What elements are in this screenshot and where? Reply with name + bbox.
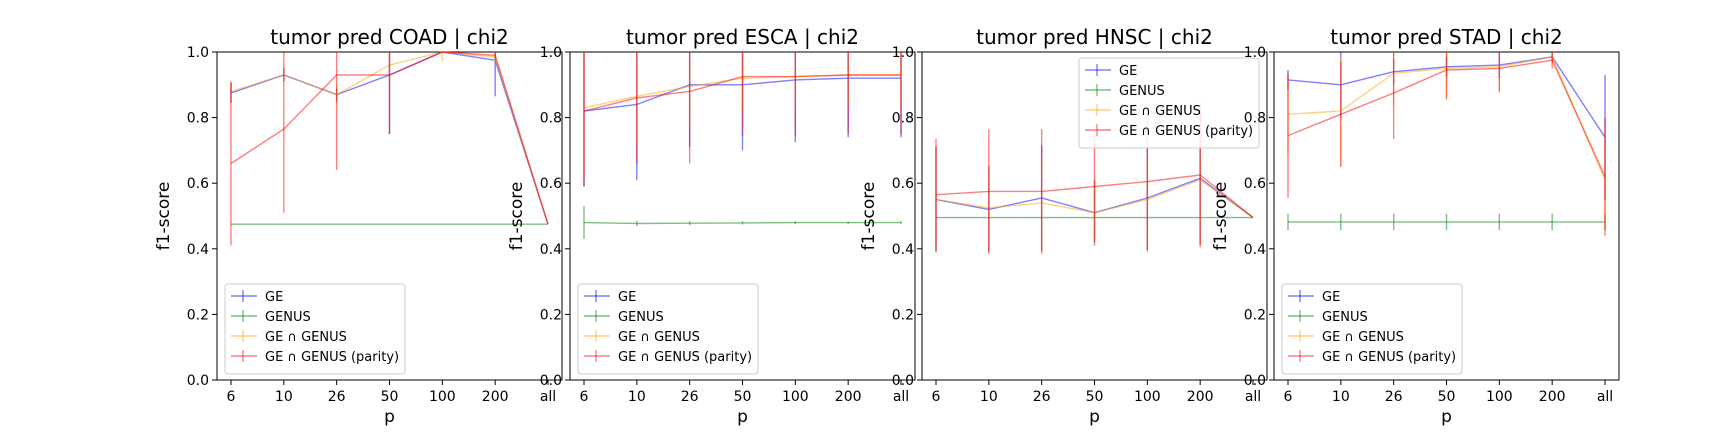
y-tick-label: 0.8 (540, 111, 562, 127)
legend-entry: GE ∩ GENUS (parity) (265, 350, 399, 365)
legend-entry: GENUS (265, 310, 311, 325)
x-tick-label: 50 (1438, 389, 1456, 405)
x-tick-label: all (893, 389, 909, 405)
y-tick-label: 0.2 (1244, 307, 1266, 323)
x-tick-label: 6 (227, 389, 236, 405)
x-tick-label: all (540, 389, 556, 405)
x-axis-label: p (1089, 407, 1100, 427)
y-tick-label: 0.0 (1244, 373, 1266, 389)
y-tick-label: 1.0 (1244, 45, 1266, 61)
series-3 (935, 102, 1254, 254)
x-tick-label: 26 (328, 389, 346, 405)
x-tick-label: 6 (580, 389, 589, 405)
x-tick-label: 100 (1134, 389, 1161, 405)
legend-entry: GENUS (1119, 84, 1165, 99)
legend-entry: GE ∩ GENUS (1119, 104, 1201, 119)
y-tick-label: 0.4 (1244, 242, 1266, 258)
chart-panel-1: tumor pred ESCA | chi2 0.0 0.2 0.4 0.6 0.8 1.0… (507, 25, 916, 427)
y-tick-label: 0.8 (1244, 111, 1266, 127)
legend-frame (1078, 57, 1260, 149)
legend-entry: GE ∩ GENUS (265, 330, 347, 345)
y-tick-label: 0.6 (187, 176, 209, 192)
series-1 (583, 206, 902, 239)
x-tick-label: 100 (1486, 389, 1513, 405)
legend-entry: GE ∩ GENUS (parity) (618, 350, 752, 365)
legend-entry: GE (1119, 64, 1137, 79)
y-tick-label: 0.0 (540, 373, 562, 389)
y-tick-label: 0.2 (187, 307, 209, 323)
x-tick-label: 50 (381, 389, 399, 405)
y-tick-label: 0.6 (892, 176, 914, 192)
series-1 (1287, 213, 1606, 231)
legend: GE GENUS GE ∩ GENUS GE ∩ GENUS (parity) (577, 283, 759, 375)
x-tick-label: 50 (734, 389, 752, 405)
chart-panel-3: tumor pred STAD | chi2 0.0 0.2 0.4 0.6 0.8 1.0… (1211, 25, 1620, 427)
x-tick-label: 50 (1086, 389, 1104, 405)
x-tick-label: 26 (1033, 389, 1051, 405)
chart-title: tumor pred STAD | chi2 (1330, 25, 1563, 49)
x-axis-label: p (1441, 407, 1452, 427)
legend-entry: GE ∩ GENUS (parity) (1322, 350, 1456, 365)
y-tick-label: 1.0 (892, 45, 914, 61)
y-axis-label: f1-score (154, 182, 174, 251)
y-tick-label: 0.0 (187, 373, 209, 389)
chart-panel-0: tumor pred COAD | chi2 0.0 0.2 0.4 0.6 0.8 1.0… (154, 25, 563, 427)
x-tick-label: 6 (932, 389, 941, 405)
legend-entry: GE ∩ GENUS (parity) (1119, 124, 1253, 139)
x-tick-label: 10 (980, 389, 998, 405)
legend-entry: GE (265, 290, 283, 305)
legend-entry: GE ∩ GENUS (618, 330, 700, 345)
x-tick-label: 200 (1539, 389, 1566, 405)
y-tick-label: 0.4 (187, 242, 209, 258)
x-axis-label: p (737, 407, 748, 427)
chart-title: tumor pred COAD | chi2 (270, 25, 509, 49)
x-tick-label: 200 (835, 389, 862, 405)
legend-frame (1281, 283, 1463, 375)
y-tick-label: 0.6 (1244, 176, 1266, 192)
y-tick-label: 1.0 (187, 45, 209, 61)
y-tick-label: 0.4 (540, 242, 562, 258)
legend-frame (577, 283, 759, 375)
x-tick-label: 10 (1332, 389, 1350, 405)
legend-frame (224, 283, 406, 375)
series-3 (583, 52, 902, 187)
y-tick-label: 0.4 (892, 242, 914, 258)
x-tick-label: 10 (628, 389, 646, 405)
y-axis-label: f1-score (1211, 182, 1231, 251)
legend-entry: GE (618, 290, 636, 305)
x-tick-label: 200 (1187, 389, 1214, 405)
y-tick-label: 0.0 (892, 373, 914, 389)
x-tick-label: all (1245, 389, 1261, 405)
x-tick-label: 10 (275, 389, 293, 405)
y-tick-label: 0.8 (892, 111, 914, 127)
chart-title: tumor pred HNSC | chi2 (976, 25, 1213, 49)
x-tick-label: 100 (782, 389, 809, 405)
series-3 (1287, 52, 1606, 236)
legend: GE GENUS GE ∩ GENUS GE ∩ GENUS (parity) (224, 283, 406, 375)
y-axis-label: f1-score (859, 182, 879, 251)
x-tick-label: 26 (681, 389, 699, 405)
legend-entry: GENUS (1322, 310, 1368, 325)
y-tick-label: 0.8 (187, 111, 209, 127)
x-tick-label: 26 (1385, 389, 1403, 405)
y-tick-label: 0.2 (540, 307, 562, 323)
y-tick-label: 0.6 (540, 176, 562, 192)
x-tick-label: 200 (482, 389, 509, 405)
chart-panel-2: tumor pred HNSC | chi2 0.0 0.2 0.4 0.6 0.8 1.0… (859, 25, 1268, 427)
legend-entry: GENUS (618, 310, 664, 325)
y-tick-label: 0.2 (892, 307, 914, 323)
x-tick-label: 6 (1284, 389, 1293, 405)
y-tick-label: 1.0 (540, 45, 562, 61)
x-tick-label: 100 (429, 389, 456, 405)
x-axis-label: p (384, 407, 395, 427)
legend-entry: GE (1322, 290, 1340, 305)
legend-entry: GE ∩ GENUS (1322, 330, 1404, 345)
legend: GE GENUS GE ∩ GENUS GE ∩ GENUS (parity) (1078, 57, 1260, 149)
y-axis-label: f1-score (507, 182, 527, 251)
series-3 (230, 51, 549, 246)
legend: GE GENUS GE ∩ GENUS GE ∩ GENUS (parity) (1281, 283, 1463, 375)
chart-title: tumor pred ESCA | chi2 (626, 25, 859, 49)
x-tick-label: all (1597, 389, 1613, 405)
